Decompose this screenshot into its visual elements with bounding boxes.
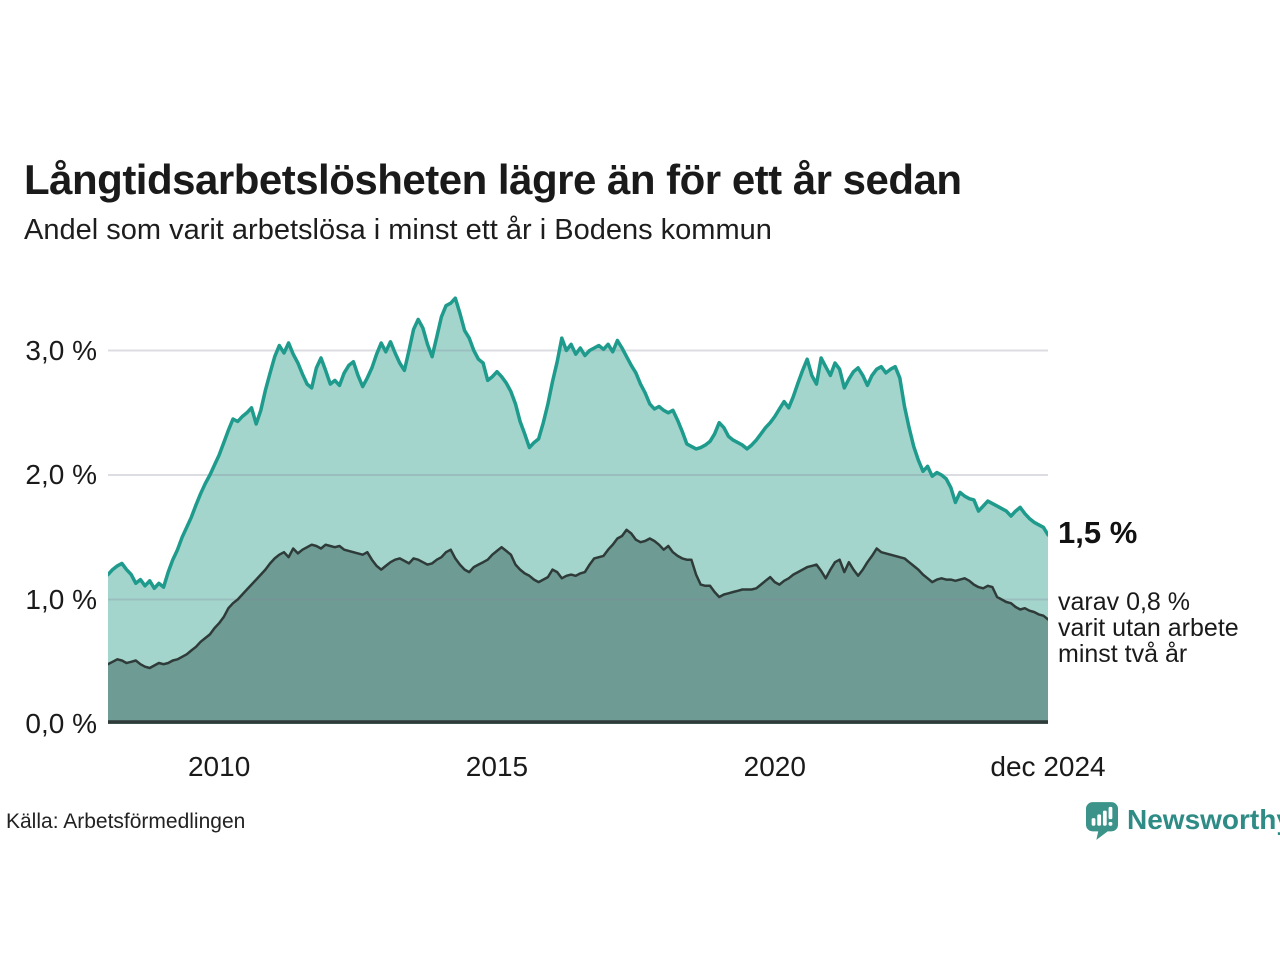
series-line-one-year [108,296,1048,591]
x-tick-label: 2010 [187,751,251,782]
x-tick-label: 2020 [743,751,806,782]
newsworthy-logo-icon [1086,802,1118,840]
page-subtitle: Andel som varit arbetslösa i minst ett å… [24,214,772,246]
source-label: Källa: Arbetsförmedlingen [6,810,246,833]
series-line-two-years [108,528,1048,670]
y-tick-label: 3,0 % [25,334,97,366]
y-tick-label: 0,0 % [25,708,97,739]
newsworthy-logo: Newsworthy [1086,802,1280,840]
y-tick-label: 1,0 % [25,583,97,615]
x-tick-label: dec 2024 [990,751,1106,782]
logo-bar-large [1102,810,1107,826]
x-tick-label: 2015 [465,751,529,782]
y-tick-label: 2,0 % [25,459,97,490]
logo-bar-small [1091,818,1096,826]
end-sub-label: varav 0,8 % varit utan arbete minst två … [1058,588,1239,669]
logo-exclamation-bar [1108,806,1113,820]
series-area-two-years [108,529,1048,724]
newsworthy-logo-text: Newsworthy [1127,804,1280,835]
end-value-label: 1,5 % [1058,514,1138,550]
logo-bar-medium [1097,814,1102,826]
page-title: Långtidsarbetslösheten lägre än för ett … [24,156,962,204]
area-chart-plot [108,296,1048,724]
logo-exclamation-dot [1108,821,1113,826]
